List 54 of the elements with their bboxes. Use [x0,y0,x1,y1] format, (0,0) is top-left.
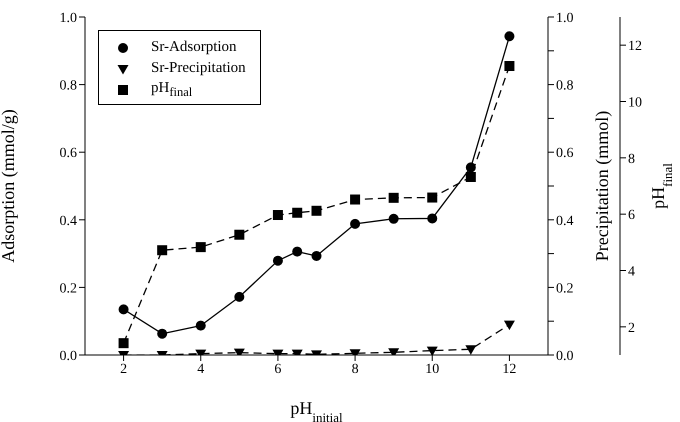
point [118,338,129,348]
point [196,242,206,252]
y-tick-label: 0.8 [60,78,77,94]
point [388,214,399,224]
y2-tick-label: 1.0 [556,10,574,26]
point [234,292,244,302]
y3-tick-label: 4 [628,264,635,280]
point [350,194,360,205]
y-axis-title: Adsorption (mmol/g) [0,109,18,263]
point [427,213,438,224]
y2-tick-label: 0.6 [556,146,574,162]
point [234,230,244,240]
point [157,328,168,339]
legend-label: Sr-Adsorption [151,39,237,56]
legend-label: pH$_{final}$ [151,80,192,100]
y3-tick-label: 2 [628,320,635,336]
y3-tick-label: 8 [628,152,635,167]
legend-label: Sr-Precipitation [151,60,246,77]
x-tick-label: 12 [502,362,516,377]
point [504,61,514,72]
y-tick-label: 0.6 [60,146,77,162]
y2-tick-label: 0.4 [556,214,574,229]
y-tick-label: 0.4 [60,214,77,229]
y3-tick-label: 12 [628,39,642,54]
y2-tick-label: 0.2 [556,281,574,296]
point [292,208,302,218]
x-tick-label: 6 [274,362,282,377]
y2-axis-title: Precipitation (mmol) [592,110,612,262]
x-tick-label: 8 [352,362,359,377]
point [466,172,476,182]
point [312,250,322,261]
point [350,218,360,229]
y-tick-label: 1.0 [60,10,77,26]
y3-tick-label: 10 [628,95,642,110]
y-tick-label: 0.2 [60,281,77,296]
point [118,304,129,314]
point [196,320,206,331]
point [272,256,283,266]
point [504,31,514,42]
x-tick-label: 2 [120,362,128,377]
y-tick-label: 0.0 [60,348,77,364]
point [427,192,438,203]
y3-tick-label: 6 [628,208,635,224]
y2-tick-label: 0.0 [556,348,574,364]
point [466,162,476,172]
point [157,245,168,256]
x-tick-label: 4 [197,362,204,377]
x-axis-title: pH$_{initial}$ [290,398,344,422]
x-tick-label: 10 [425,362,440,377]
point [312,206,322,216]
point [272,210,283,220]
point [388,192,399,203]
y2-tick-label: 0.8 [556,78,574,94]
point [292,246,302,257]
